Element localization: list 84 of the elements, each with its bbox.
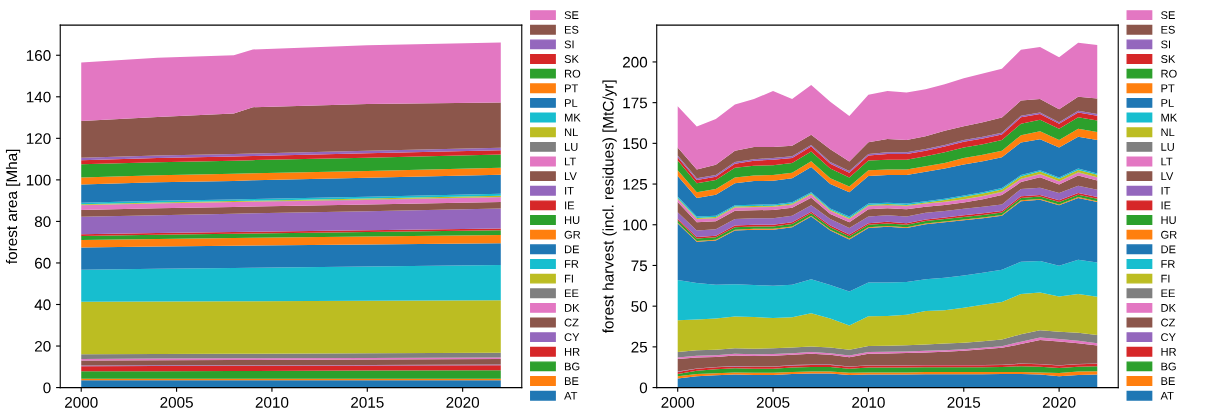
x-tick-label: 2015 xyxy=(947,397,981,408)
y-tick-label: 150 xyxy=(623,138,648,150)
legend-label: RO xyxy=(564,69,581,78)
x-tick-label: 2015 xyxy=(351,397,384,408)
x-tick-label: 2005 xyxy=(756,397,790,408)
legend-label: PL xyxy=(1161,99,1174,107)
legend-label: PT xyxy=(1161,84,1175,93)
legend-label: BG xyxy=(1161,362,1176,371)
legend-label: SK xyxy=(1161,55,1176,63)
legend-label: PT xyxy=(564,84,579,93)
legend-label: DE xyxy=(1161,245,1176,254)
x-tick-label: 2005 xyxy=(160,397,193,408)
legend-label: LV xyxy=(1161,172,1174,180)
legend-label: LT xyxy=(1161,157,1173,166)
legend-label: IE xyxy=(565,201,575,210)
legend-label: HR xyxy=(1161,348,1177,356)
legend-label: RO xyxy=(1161,69,1177,78)
legend-label: GR xyxy=(1161,230,1177,239)
legend-label: PL xyxy=(564,99,578,107)
y-tick-label: 80 xyxy=(34,216,51,228)
legend-label: LU xyxy=(1161,143,1174,151)
legend-label: SK xyxy=(564,55,579,63)
legend-label: FI xyxy=(564,274,573,283)
legend-label: DE xyxy=(564,245,580,254)
y-tick-label: 50 xyxy=(631,301,648,312)
y-tick-label: 100 xyxy=(623,219,648,231)
legend-label: EE xyxy=(564,289,579,298)
legend-label: ES xyxy=(1161,25,1175,34)
legend-label: AT xyxy=(564,391,578,400)
y-tick-label: 120 xyxy=(26,133,51,145)
legend-label: SI xyxy=(564,40,574,49)
legend-label: BG xyxy=(564,362,580,371)
x-tick-label: 2020 xyxy=(1042,397,1076,408)
y-tick-label: 25 xyxy=(631,341,648,353)
x-tick-label: 2000 xyxy=(661,397,695,408)
x-tick-label: 2000 xyxy=(65,397,98,408)
legend-label: BE xyxy=(1161,377,1175,385)
y-axis-title: forest harvest (incl. residues) [MtC/yr] xyxy=(602,80,617,334)
legend-label: FR xyxy=(1161,260,1175,268)
legend-label: EE xyxy=(1161,289,1175,298)
legend-label: FR xyxy=(564,260,579,268)
y-tick-label: 20 xyxy=(35,340,51,352)
legend-label: HU xyxy=(564,216,580,225)
legend-label: HU xyxy=(1161,216,1176,225)
y-tick-label: 60 xyxy=(35,257,51,269)
legend-label: NL xyxy=(564,128,578,137)
legend-label: IT xyxy=(1161,186,1171,195)
legend-label: LU xyxy=(564,143,578,151)
y-tick-label: 200 xyxy=(622,56,648,68)
y-tick-label: 140 xyxy=(26,91,51,103)
y-tick-label: 40 xyxy=(34,299,51,311)
legend-label: MK xyxy=(1161,113,1178,122)
y-tick-label: 0 xyxy=(43,382,51,394)
legend-label: SE xyxy=(1161,11,1175,20)
legend-label: AT xyxy=(1160,391,1174,400)
y-tick-label: 175 xyxy=(623,97,648,109)
x-tick-label: 2020 xyxy=(446,397,480,408)
x-tick-label: 2010 xyxy=(255,397,289,408)
legend-label: NL xyxy=(1161,128,1175,137)
y-tick-label: 100 xyxy=(26,174,51,186)
legend-label: IT xyxy=(565,186,574,195)
legend-label: DK xyxy=(1161,304,1176,312)
legend-label: LT xyxy=(564,157,576,166)
legend-label: CZ xyxy=(1161,318,1176,327)
legend-label: FI xyxy=(1161,274,1170,283)
legend-label: HR xyxy=(564,348,580,356)
legend-label: ES xyxy=(564,25,579,34)
legend-label: MK xyxy=(564,113,581,122)
legend-label: SE xyxy=(564,11,579,20)
legend-label: CY xyxy=(1161,333,1176,342)
legend-label: DK xyxy=(564,304,580,312)
y-tick-label: 0 xyxy=(639,382,648,394)
legend-label: GR xyxy=(564,230,581,239)
y-axis-title: forest area [Mha] xyxy=(5,149,21,264)
legend-label: CY xyxy=(564,333,580,342)
y-tick-label: 75 xyxy=(631,260,648,272)
legend-label: IE xyxy=(1161,201,1171,210)
legend-label: SI xyxy=(1161,40,1171,49)
y-tick-label: 125 xyxy=(623,178,648,190)
legend-label: CZ xyxy=(564,318,579,327)
y-tick-label: 160 xyxy=(26,50,51,61)
x-tick-label: 2010 xyxy=(852,397,885,408)
legend-label: BE xyxy=(564,377,579,385)
legend-label: LV xyxy=(564,172,577,180)
